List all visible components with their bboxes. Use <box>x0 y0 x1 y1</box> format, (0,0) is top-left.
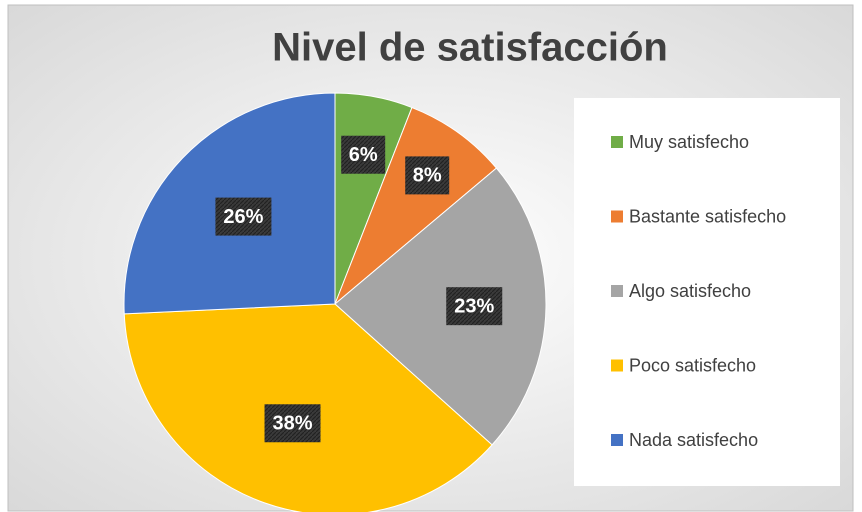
data-label-box <box>341 135 386 174</box>
chart-title: Nivel de satisfacción <box>272 26 668 70</box>
data-label: 26% <box>223 206 263 228</box>
data-label-box <box>215 197 272 236</box>
pie-slice <box>334 167 547 446</box>
legend-label: Algo satisfecho <box>629 281 751 301</box>
pie-slice <box>334 106 498 305</box>
legend-label: Muy satisfecho <box>629 132 749 152</box>
legend-label: Nada satisfecho <box>629 430 758 450</box>
legend-swatch <box>611 210 623 223</box>
legend-label: Poco satisfecho <box>629 355 756 375</box>
legend-swatch <box>611 434 623 446</box>
legend-label: Bastante satisfecho <box>629 206 786 226</box>
legend-swatch <box>611 359 623 372</box>
data-label-box <box>264 404 321 443</box>
data-label: 38% <box>273 413 313 435</box>
data-label: 23% <box>454 295 494 317</box>
data-label: 8% <box>413 165 442 187</box>
legend-swatch <box>611 285 623 297</box>
data-label: 6% <box>349 144 378 166</box>
data-label-box <box>446 287 503 326</box>
data-label-box <box>405 156 450 195</box>
legend-swatch <box>611 136 623 148</box>
